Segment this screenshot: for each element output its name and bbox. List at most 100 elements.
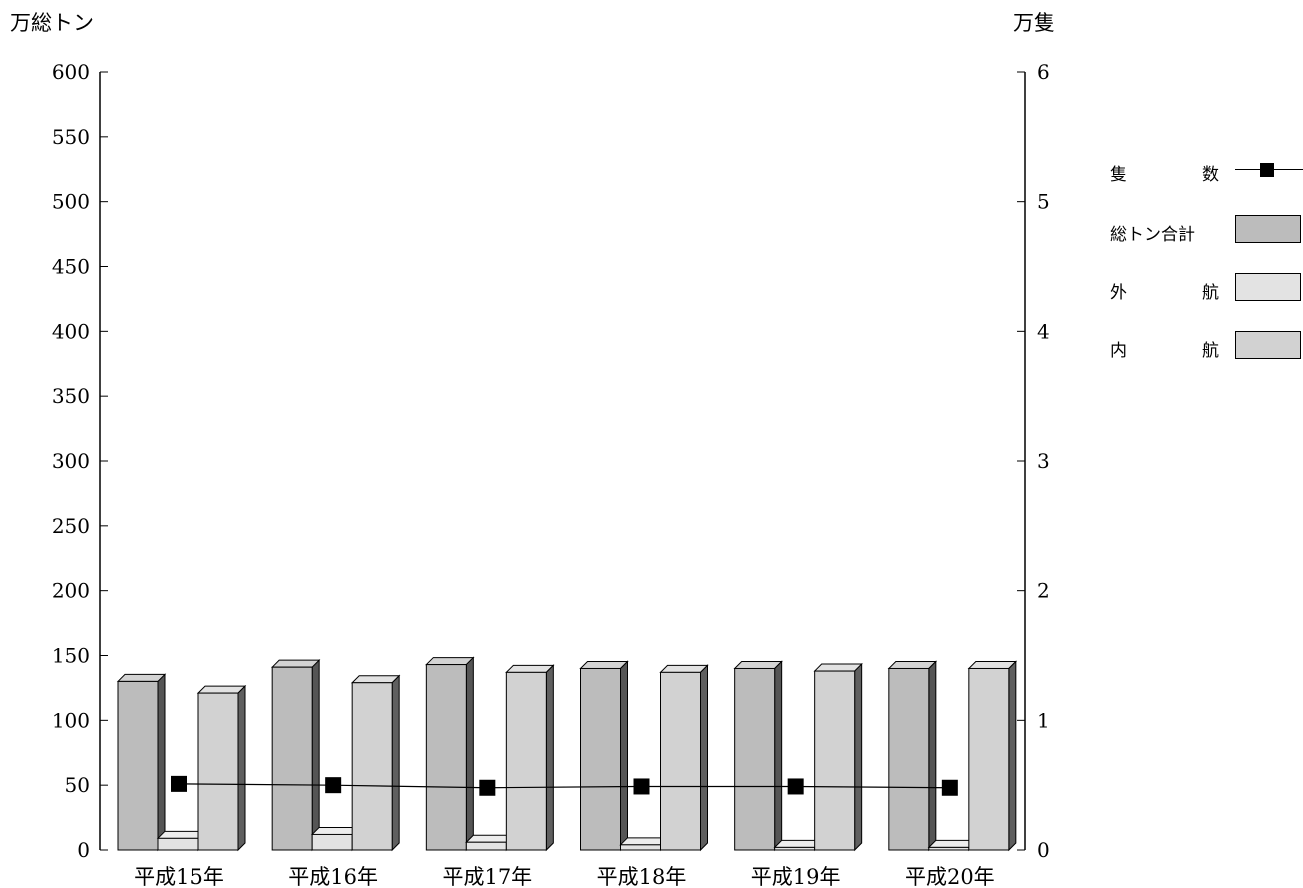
bar-front xyxy=(968,667,1010,851)
bar-side xyxy=(465,656,474,852)
bar-top xyxy=(733,660,783,669)
legend-label-left: 隻 xyxy=(1110,165,1127,185)
y-tick-label-left: 0 xyxy=(77,838,90,862)
bar-top xyxy=(813,663,863,672)
bar-side xyxy=(545,664,554,852)
y-tick-label-right: 4 xyxy=(1037,319,1050,343)
bar xyxy=(350,674,401,852)
bar-top xyxy=(505,664,555,673)
bar-top xyxy=(116,673,167,682)
x-tick-label: 平成17年 xyxy=(442,865,532,888)
y-tick-label-left: 450 xyxy=(52,255,90,279)
y-tick-label-left: 200 xyxy=(52,579,90,603)
legend-item-count: 隻 数 xyxy=(1110,155,1303,187)
y-tick-label-right: 2 xyxy=(1037,579,1050,603)
bar-side xyxy=(774,660,783,852)
bar-front xyxy=(351,682,393,851)
line-point-marker xyxy=(941,779,958,796)
bar-side xyxy=(157,673,166,852)
x-tick-label: 平成20年 xyxy=(905,865,995,888)
bar xyxy=(270,658,321,852)
y-tick-label-right: 1 xyxy=(1037,708,1050,732)
bar xyxy=(116,673,167,852)
bar-side xyxy=(391,674,400,852)
y-tick-label-right: 3 xyxy=(1037,449,1050,473)
bar-front xyxy=(660,671,701,851)
bar-top xyxy=(425,657,475,666)
line-point-marker xyxy=(171,775,187,792)
legend-item-total: 総トン合計 xyxy=(1110,215,1303,247)
bar-side xyxy=(854,662,863,852)
y-axis-left-title: 万総トン xyxy=(10,11,94,35)
y-tick-label-left: 500 xyxy=(52,190,90,214)
bar-front xyxy=(117,680,159,851)
bar-side xyxy=(928,660,937,852)
y-tick-label-left: 350 xyxy=(52,384,90,408)
bar-top xyxy=(350,675,401,684)
legend-swatch-domestic xyxy=(1235,331,1301,359)
line-point-marker xyxy=(325,777,342,794)
legend-square-marker-icon xyxy=(1260,163,1274,177)
y-tick-label-left: 550 xyxy=(52,125,90,149)
bar-front xyxy=(271,666,313,851)
x-tick-label: 平成15年 xyxy=(134,865,224,888)
bar xyxy=(196,684,247,852)
y-tick-label-left: 400 xyxy=(52,319,90,343)
bar xyxy=(967,660,1018,852)
bar-side xyxy=(237,684,246,852)
y-tick-label-left: 600 xyxy=(52,60,90,84)
bar-front xyxy=(505,671,547,851)
y-tick-label-left: 50 xyxy=(65,773,90,797)
bar-top xyxy=(579,660,629,669)
bar-front xyxy=(465,841,507,851)
bar-front xyxy=(197,692,239,851)
x-tick-label: 平成19年 xyxy=(751,865,841,888)
bar-front xyxy=(620,844,661,851)
line-point-marker xyxy=(633,778,650,795)
bar xyxy=(579,660,629,852)
y-tick-label-left: 300 xyxy=(52,449,90,473)
y-tick-label-right: 5 xyxy=(1037,190,1050,214)
legend-label: 総トン合計 xyxy=(1110,225,1195,245)
y-tick-label-left: 100 xyxy=(52,708,90,732)
y-tick-label-right: 0 xyxy=(1037,838,1050,862)
y-tick-label-left: 150 xyxy=(52,644,90,668)
bar-front xyxy=(774,846,816,851)
bar-front xyxy=(928,846,970,851)
bar-front xyxy=(734,667,776,851)
y-axis-right-title: 万隻 xyxy=(1013,11,1055,35)
line-point-marker xyxy=(787,778,804,795)
bar-side xyxy=(700,664,708,852)
legend-item-domestic: 内 航 xyxy=(1110,331,1303,363)
bar-front xyxy=(425,664,467,851)
bar-side xyxy=(1008,660,1017,852)
bar-side xyxy=(620,660,628,852)
x-tick-label: 平成18年 xyxy=(597,865,687,888)
series-line-count xyxy=(178,783,950,789)
legend-swatch-foreign xyxy=(1235,273,1301,301)
bar-top xyxy=(196,685,247,694)
bar xyxy=(505,664,555,852)
bar-front xyxy=(311,833,353,851)
legend-label-left: 内 xyxy=(1110,341,1127,361)
legend-label-right: 航 xyxy=(1202,283,1219,303)
legend-label-left: 外 xyxy=(1110,283,1127,303)
bar xyxy=(813,662,863,852)
bar-front xyxy=(888,667,930,851)
bar-front xyxy=(814,670,856,851)
bar-front xyxy=(157,837,199,851)
legend-label-right: 数 xyxy=(1202,165,1219,185)
bar xyxy=(425,656,475,852)
bar-front xyxy=(580,667,621,851)
legend-swatch-total xyxy=(1235,215,1301,243)
bar-top xyxy=(659,664,709,673)
bar-top xyxy=(967,660,1018,669)
bar xyxy=(733,660,783,852)
y-tick-label-right: 6 xyxy=(1037,60,1050,84)
bar-top xyxy=(887,660,938,669)
bar xyxy=(887,660,938,852)
legend-item-foreign: 外 航 xyxy=(1110,273,1303,305)
legend-label-right: 航 xyxy=(1202,341,1219,361)
x-tick-label: 平成16年 xyxy=(288,865,378,888)
